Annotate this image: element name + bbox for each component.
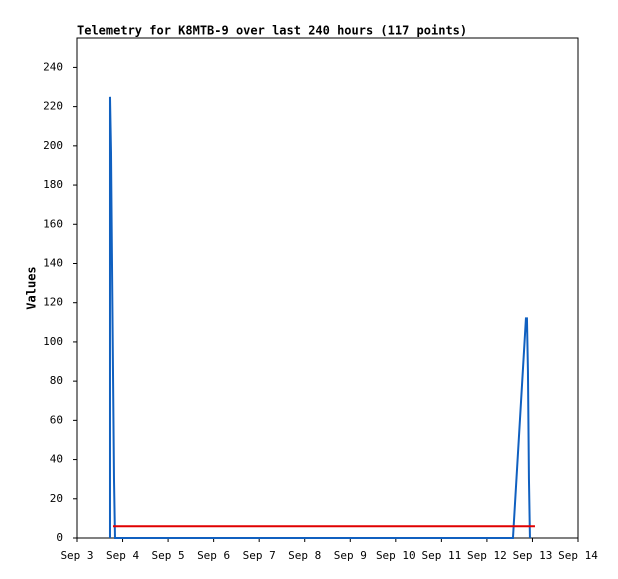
y-tick-label: 100: [43, 335, 63, 348]
x-tick-label: Sep 7: [243, 549, 276, 562]
x-tick-label: Sep 5: [152, 549, 185, 562]
data-line: [108, 96, 531, 539]
y-tick-label: 160: [43, 217, 63, 230]
y-tick-label: 60: [50, 413, 63, 426]
y-tick-label: 20: [50, 492, 63, 505]
x-tick-label: Sep 9: [334, 549, 367, 562]
y-tick-label: 220: [43, 100, 63, 113]
chart-title: Telemetry for K8MTB-9 over last 240 hour…: [77, 24, 467, 38]
y-tick-label: 240: [43, 60, 63, 73]
y-tick-label: 40: [50, 453, 63, 466]
y-tick-label: 180: [43, 178, 63, 191]
y-tick-label: 0: [56, 531, 63, 544]
x-tick-label: Sep 4: [106, 549, 139, 562]
x-tick-label: Sep 12: [467, 549, 507, 562]
x-tick-label: Sep 14: [558, 549, 598, 562]
y-tick-label: 200: [43, 139, 63, 152]
y-tick-label: 80: [50, 374, 63, 387]
x-tick-label: Sep 8: [288, 549, 321, 562]
plot-frame: [76, 37, 579, 539]
x-tick-label: Sep 3: [60, 549, 93, 562]
y-tick-label: 140: [43, 256, 63, 269]
y-axis-label: Values: [25, 266, 39, 309]
x-tick-label: Sep 6: [197, 549, 230, 562]
x-tick-label: Sep 10: [376, 549, 416, 562]
x-tick-label: Sep 13: [513, 549, 553, 562]
x-tick-label: Sep 11: [421, 549, 461, 562]
y-tick-label: 120: [43, 296, 63, 309]
